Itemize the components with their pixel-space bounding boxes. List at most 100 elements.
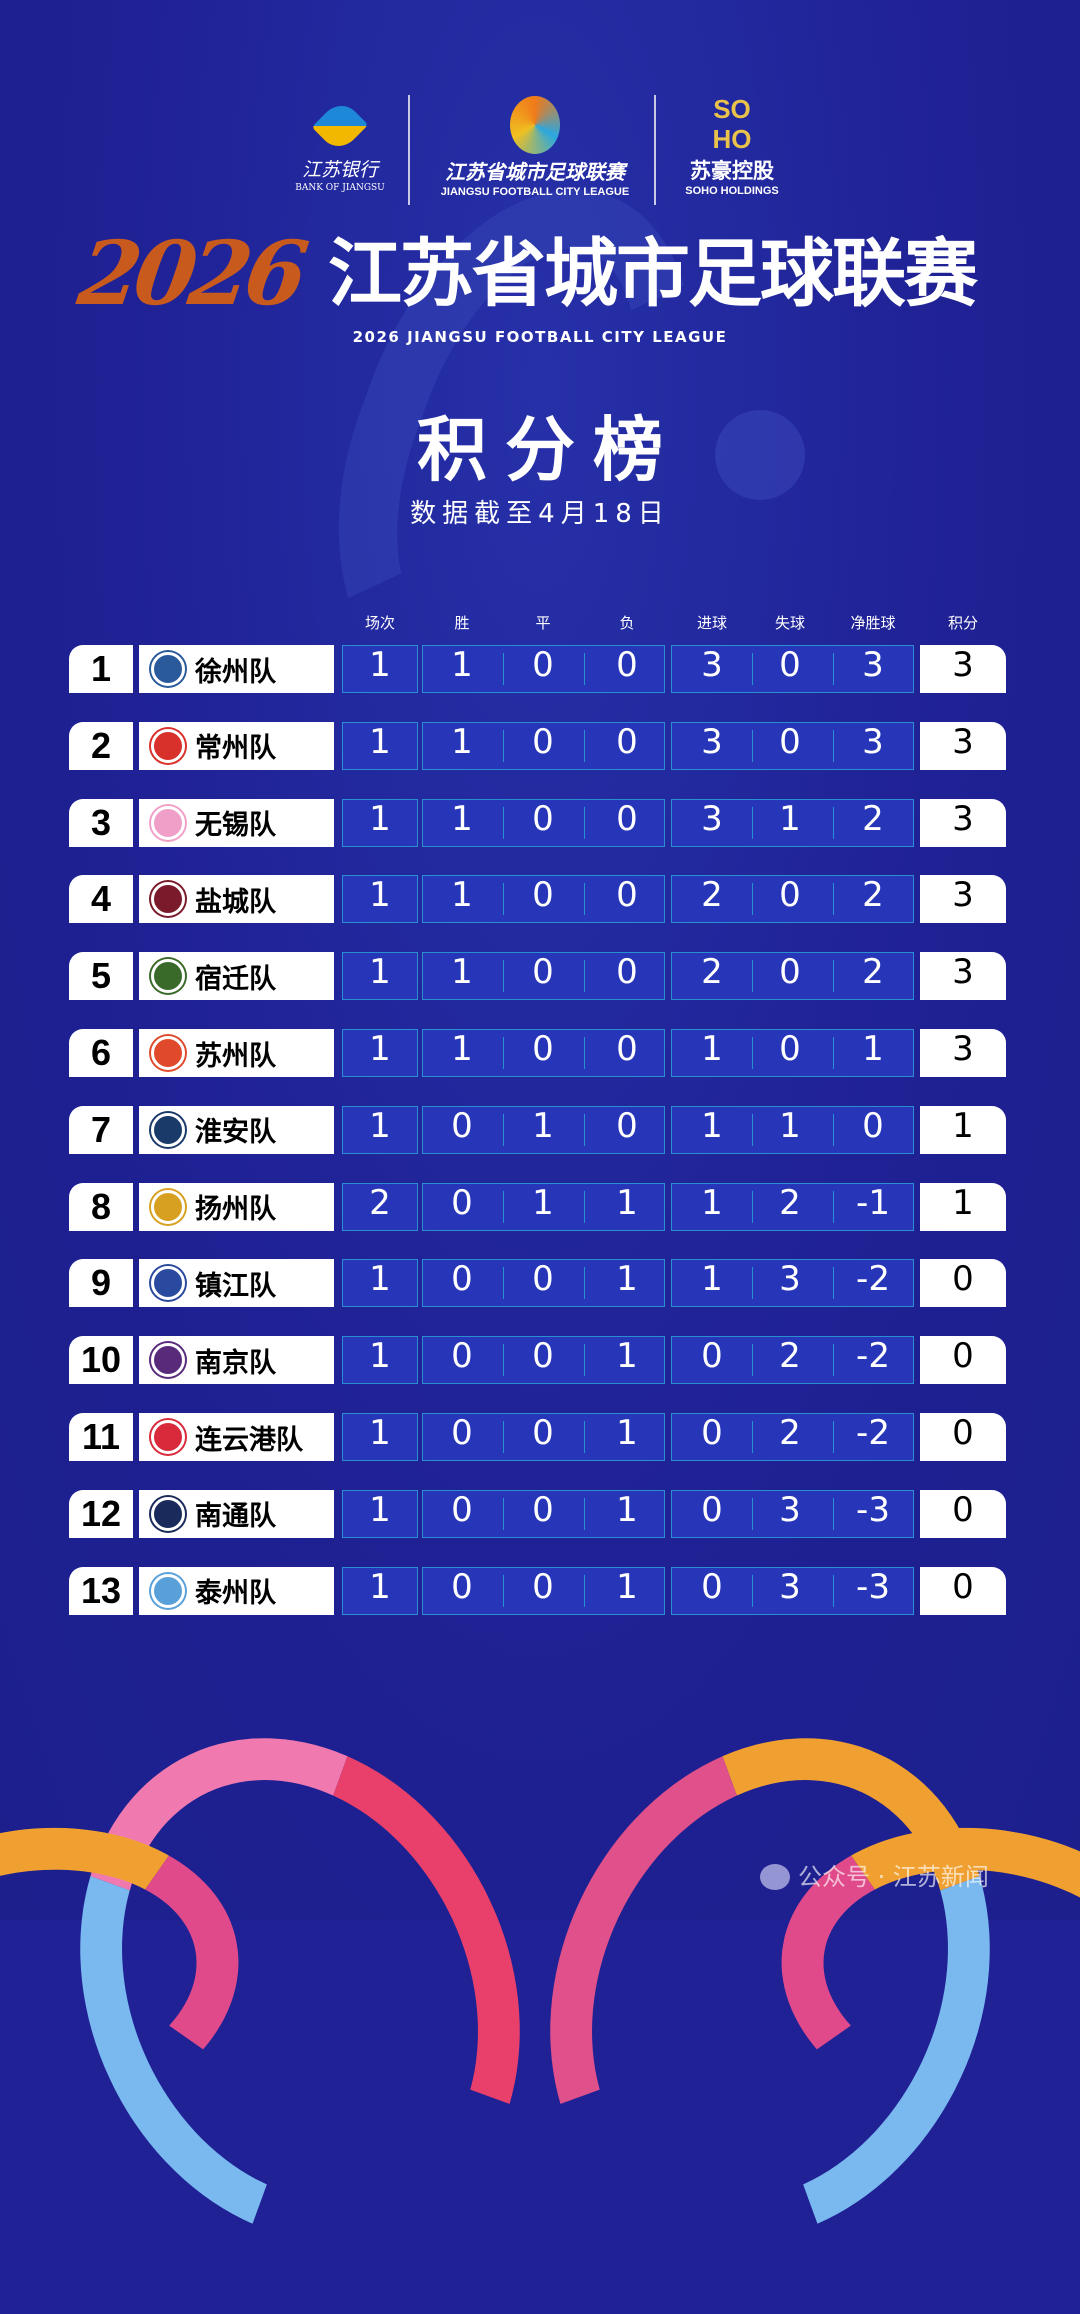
team-cell: 连云港队 <box>139 1413 334 1461</box>
results-box <box>422 1259 665 1308</box>
rank: 2 <box>69 721 133 770</box>
divider <box>752 806 753 839</box>
goals-box <box>671 1029 914 1077</box>
stat-l: 0 <box>616 645 638 685</box>
divider <box>833 1421 834 1453</box>
column-header: 失球 <box>774 614 806 632</box>
title-league-name: 江苏省城市足球联赛 <box>328 231 978 317</box>
divider <box>752 729 753 762</box>
team-name: 淮安队 <box>195 1117 276 1149</box>
team-cell: 扬州队 <box>139 1182 334 1231</box>
league-logo: 江苏省城市足球联赛 JIANGSU FOOTBALL CITY LEAGUE <box>425 96 645 199</box>
divider <box>584 1421 585 1453</box>
team-cell: 苏州队 <box>139 1029 334 1077</box>
stat-ga: 3 <box>779 1259 801 1300</box>
divider <box>584 1574 585 1607</box>
played-box <box>342 645 418 693</box>
stat-gf: 1 <box>701 1029 723 1069</box>
stat-d: 0 <box>532 721 554 762</box>
stat-w: 0 <box>451 1566 473 1607</box>
divider <box>584 1497 585 1530</box>
stat-w: 0 <box>451 1413 473 1453</box>
divider <box>503 883 504 916</box>
team-crest-icon <box>151 1573 185 1608</box>
divider <box>833 960 834 993</box>
divider <box>752 883 753 916</box>
stat-gd: -2 <box>856 1336 890 1377</box>
stat-d: 0 <box>532 1029 554 1069</box>
results-box <box>422 1105 665 1154</box>
team-cell: 常州队 <box>139 721 334 770</box>
stat-p: 1 <box>369 1105 391 1146</box>
stat-w: 0 <box>451 1336 473 1377</box>
team-crest-icon <box>151 1189 185 1224</box>
stat-d: 0 <box>532 875 554 916</box>
goals-box <box>671 1105 914 1154</box>
stat-gf: 2 <box>701 952 723 993</box>
rank: 5 <box>69 952 133 1001</box>
rank: 1 <box>69 645 133 693</box>
table-row: 10 南京队 1 0 0 1 0 2 -2 0 <box>0 1336 1080 1385</box>
points: 0 <box>920 1489 1006 1538</box>
stat-l: 0 <box>616 1029 638 1069</box>
results-box <box>422 1029 665 1077</box>
goals-box <box>671 1182 914 1231</box>
played-box <box>342 1336 418 1385</box>
stat-w: 1 <box>451 721 473 762</box>
played-box <box>342 1105 418 1154</box>
divider <box>752 1421 753 1453</box>
stat-gd: 2 <box>862 875 884 916</box>
goals-box <box>671 1489 914 1538</box>
divider <box>752 1037 753 1069</box>
stat-l: 0 <box>616 798 638 839</box>
wechat-icon <box>760 1864 790 1890</box>
league-name-cn: 江苏省城市足球联赛 <box>445 160 625 184</box>
divider <box>752 1113 753 1146</box>
soho-mark-bottom: HO <box>712 124 752 154</box>
stat-p: 1 <box>369 1489 391 1530</box>
played-box <box>342 1029 418 1077</box>
points: 3 <box>920 1029 1006 1077</box>
stat-d: 0 <box>532 1259 554 1300</box>
stat-l: 1 <box>616 1566 638 1607</box>
results-box <box>422 952 665 1001</box>
data-date-note: 数据截至4月18日 <box>410 499 670 529</box>
table-row: 12 南通队 1 0 0 1 0 3 -3 0 <box>0 1489 1080 1538</box>
soho-mark-top: SO <box>713 94 751 124</box>
divider <box>503 1267 504 1300</box>
divider <box>584 729 585 762</box>
column-header: 净胜球 <box>850 614 896 632</box>
stat-ga: 3 <box>779 1566 801 1607</box>
stat-gf: 3 <box>701 798 723 839</box>
team-cell: 无锡队 <box>139 798 334 847</box>
stat-d: 1 <box>532 1105 554 1146</box>
points: 3 <box>920 875 1006 924</box>
stat-d: 0 <box>532 645 554 685</box>
stat-p: 1 <box>369 1413 391 1453</box>
stat-gd: 3 <box>862 645 884 685</box>
stat-w: 1 <box>451 798 473 839</box>
rank: 7 <box>69 1105 133 1154</box>
divider <box>503 960 504 993</box>
divider <box>503 1344 504 1377</box>
stat-gf: 0 <box>701 1413 723 1453</box>
team-crest-icon <box>151 805 185 840</box>
stat-l: 0 <box>616 875 638 916</box>
stat-gf: 0 <box>701 1489 723 1530</box>
team-name: 无锡队 <box>195 810 276 842</box>
stat-d: 0 <box>532 952 554 993</box>
team-crest-icon <box>151 1496 185 1531</box>
stat-w: 1 <box>451 875 473 916</box>
divider <box>833 729 834 762</box>
stat-l: 1 <box>616 1489 638 1530</box>
table-row: 8 扬州队 2 0 1 1 1 2 -1 1 <box>0 1182 1080 1231</box>
team-name: 镇江队 <box>195 1270 276 1302</box>
divider <box>752 1497 753 1530</box>
stat-l: 1 <box>616 1182 638 1223</box>
divider <box>752 960 753 993</box>
played-box <box>342 1489 418 1538</box>
watermark-text: 公众号 · 江苏新闻 <box>798 1863 989 1891</box>
